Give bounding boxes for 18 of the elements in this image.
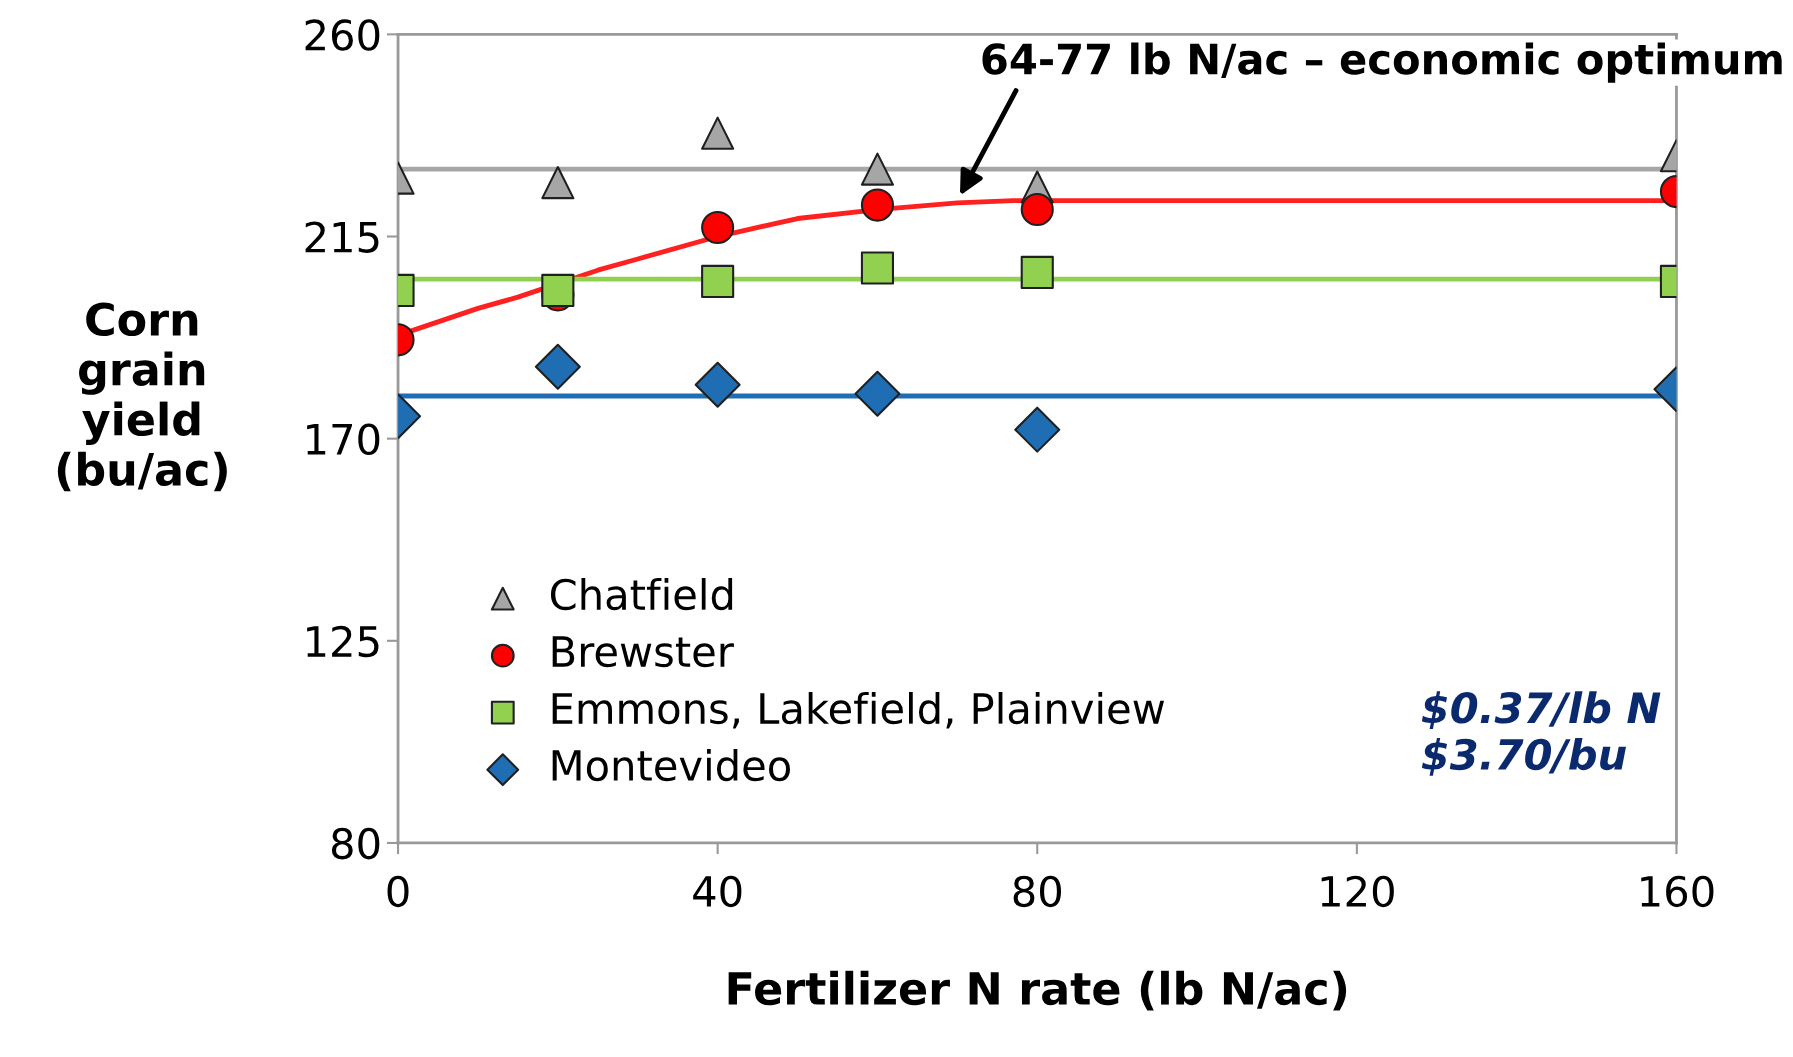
- legend-label: Chatfield: [550, 577, 733, 611]
- x-tick-label: 160: [1641, 875, 1714, 908]
- y-tick-label: 170: [307, 423, 380, 456]
- y-tick-label: 80: [331, 827, 380, 860]
- annotation: 64-77 lb N/ac – economic optimum: [982, 42, 1782, 83]
- y-axis-title: Corn grain yield (bu/ac): [57, 302, 227, 492]
- annotation: $0.37/lb N $3.70/bu: [1421, 691, 1661, 776]
- legend-label: Emmons, Lakefield, Plainview: [552, 691, 1165, 729]
- y-tick-label: 215: [305, 221, 379, 253]
- x-axis-title: Fertilizer N rate (lb N/ac): [728, 970, 1347, 1011]
- x-tick-label: 0: [387, 875, 409, 908]
- y-tick-label: 125: [307, 625, 379, 658]
- y-tick-label: 260: [305, 19, 380, 51]
- x-tick-label: 40: [693, 875, 742, 908]
- x-tick-label: 120: [1321, 875, 1394, 908]
- legend-label: Brewster: [552, 636, 734, 668]
- legend-label: Montevideo: [552, 748, 790, 782]
- x-tick-label: 80: [1013, 875, 1061, 908]
